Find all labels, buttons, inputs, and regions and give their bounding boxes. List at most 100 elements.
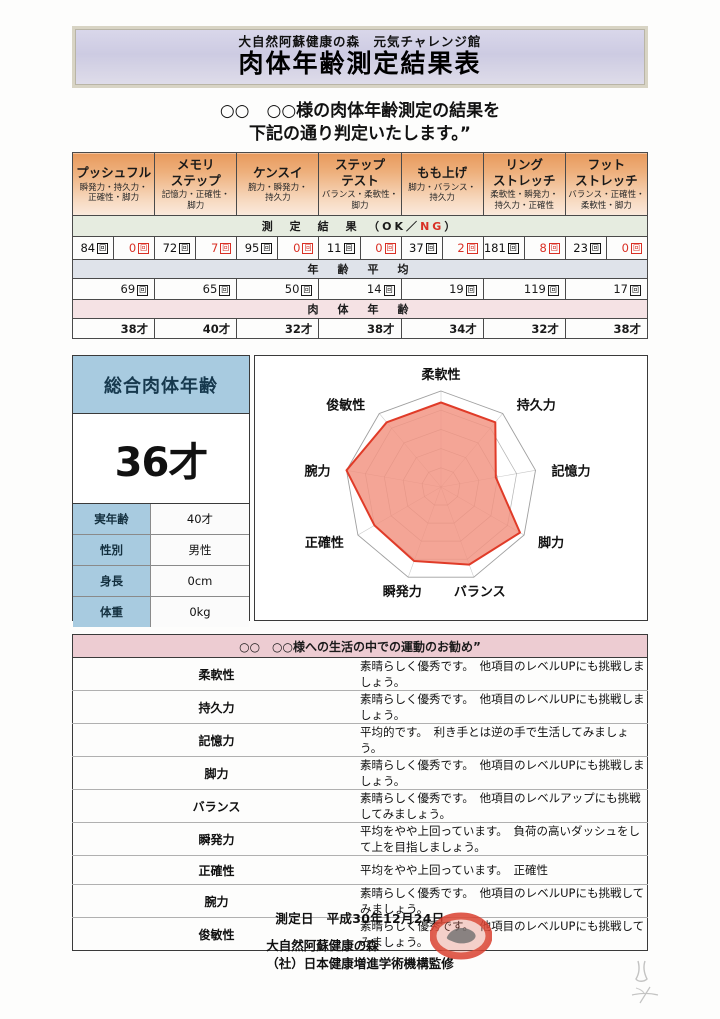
unit-kai-icon: 回 (465, 285, 477, 296)
unit-kai-icon: 回 (384, 242, 396, 254)
body-age-value-3: 32才 (236, 318, 320, 339)
unit-kai-icon: 回 (548, 242, 560, 254)
age-average-value-4: 14 回 (318, 278, 402, 300)
advice-row: 持久力 素晴らしく優秀です。 他項目のレベルUPにも挑戦しましょう。 (72, 691, 648, 724)
advice-row: 記憶力 平均的です。 利き手とは逆の手で生活してみましょう。 (72, 724, 648, 757)
profile-value-1: 40才 (150, 504, 249, 535)
section-label-body-age: 肉 体 年 齢 (72, 299, 648, 319)
unit-kai-icon: 回 (466, 242, 478, 254)
profile-value-3: 0cm (150, 565, 249, 597)
unit-kai-icon: 回 (301, 285, 313, 296)
profile-key-1: 実年齢 (73, 504, 151, 535)
unit-kai-icon: 回 (547, 285, 559, 296)
profile-row: 体重 0kg (73, 596, 249, 627)
advice-key-8: 腕力 (204, 894, 229, 909)
radar-label-4: 脚力 (538, 535, 564, 551)
overall-age-panel: 総合肉体年齢 36才 実年齢 40才 性別 男性 身長 0cm 体重 0kg (72, 355, 250, 627)
result-cell-5: 37 回 2 回 (400, 236, 484, 260)
category-header-1: プッシュフル 瞬発力・持久力・ 正確性・脚力 (71, 152, 156, 216)
category-name: ステップ テスト (334, 157, 385, 188)
footer: 測定日 平成30年12月24日 大自然阿蘇健康の森 （社）日本健康増進学術機構監… (0, 908, 720, 973)
advice-key-3: 記憶力 (198, 733, 235, 748)
advice-text-4: 素晴らしく優秀です。 他項目のレベルUPにも挑戦しましょう。 (360, 758, 645, 788)
radar-label-1: 柔軟性 (420, 367, 460, 383)
age-average-value-3: 50 回 (236, 278, 320, 300)
advice-key-2: 持久力 (198, 700, 235, 715)
body-age-value-4: 38才 (318, 318, 402, 339)
result-ok-value: 11 回 (319, 237, 361, 259)
radar-chart-panel: 柔軟性 持久力 記憶力 脚力 バランス 瞬発力 正確性 腕力 俊敏性 (254, 355, 648, 621)
radar-label-8: 腕力 (304, 463, 330, 479)
category-name: フット ストレッチ (575, 157, 638, 188)
category-subskills: バランス・正確性・ 柔軟性・脚力 (568, 190, 645, 211)
category-name: ケンスイ (253, 165, 303, 180)
unit-kai-icon: 回 (425, 242, 437, 254)
handwriting-mark-icon (631, 960, 659, 1004)
result-ok-value: 37 回 (402, 237, 443, 259)
banner-title: 肉体年齢測定結果表 (238, 49, 482, 78)
body-age-value-6: 32才 (482, 318, 566, 339)
lead-text: ○○ ○○様の肉体年齢測定の結果を 下記の通り判定いたします。” (0, 100, 720, 146)
age-average-value-5: 19 回 (400, 278, 484, 300)
unit-kai-icon: 回 (97, 242, 109, 254)
advice-text-6: 平均をやや上回っています。 負荷の高いダッシュをして上を目指しましょう。 (360, 824, 641, 854)
lead-line-1: ○○ ○○様の肉体年齢測定の結果を (219, 101, 501, 121)
advice-text-8: 素晴らしく優秀です。 他項目のレベルUPにも挑戦してみましょう。 (360, 886, 645, 916)
result-values-row: 84 回 0 回 72 回 7 回 95 回 0 回 11 回 0 回 37 回 2 回 181 回 8 回 23 回 0 回 (71, 236, 649, 260)
advice-key-9: 俊敏性 (198, 927, 235, 942)
section-label-result: 測 定 結 果 （OK／NG） (72, 215, 648, 237)
profile-value-4: 0kg (150, 596, 249, 627)
radar-label-3: 記憶力 (552, 463, 591, 479)
advice-header: ○○ ○○様への生活の中での運動のお勧め” (72, 634, 648, 658)
age-average-row: 69 回 65 回 50 回 14 回 19 回 119 回 17 回 (71, 278, 649, 300)
unit-kai-icon: 回 (138, 242, 150, 254)
advice-row: 柔軟性 素晴らしく優秀です。 他項目のレベルUPにも挑戦しましょう。 (72, 658, 648, 691)
radar-label-2: 持久力 (517, 398, 556, 414)
profile-key-4: 体重 (73, 596, 151, 627)
profile-row: 実年齢 40才 (73, 504, 249, 535)
category-name: もも上げ (417, 165, 468, 180)
advice-text-7: 平均をやや上回っています。 正確性 (360, 863, 549, 877)
unit-kai-icon: 回 (220, 242, 232, 254)
body-age-row: 38才 40才 32才 38才 34才 32才 38才 (71, 318, 649, 339)
radar-label-5: バランス (454, 585, 506, 600)
result-ok-value: 181 回 (484, 237, 525, 259)
advice-text-3: 平均的です。 利き手とは逆の手で生活してみましょう。 (360, 725, 629, 755)
advice-row: 脚力 素晴らしく優秀です。 他項目のレベルUPにも挑戦しましょう。 (72, 757, 648, 790)
advice-row: 正確性 平均をやや上回っています。 正確性 (72, 856, 648, 885)
unit-kai-icon: 回 (630, 285, 641, 296)
section-label-age-average: 年 齢 平 均 (72, 259, 648, 279)
category-subskills: バランス・柔軟性・ 脚力 (321, 190, 399, 211)
organization-line-1: 大自然阿蘇健康の森 (266, 938, 379, 953)
advice-table: ○○ ○○様への生活の中での運動のお勧め” 柔軟性 素晴らしく優秀です。 他項目のレ… (72, 634, 648, 951)
advice-row: 腕力 素晴らしく優秀です。 他項目のレベルUPにも挑戦してみましょう。 (72, 885, 648, 918)
unit-kai-icon: 回 (507, 242, 519, 254)
category-subskills: 柔軟性・瞬発力・ 持久力・正確性 (490, 190, 559, 211)
advice-key-1: 柔軟性 (198, 667, 235, 682)
advice-row: 瞬発力 平均をやや上回っています。 負荷の高いダッシュをして上を目指しましょう。 (72, 823, 648, 856)
result-cell-4: 11 回 0 回 (318, 236, 402, 260)
organization-line-2: （社）日本健康増進学術機構監修 (266, 956, 454, 972)
category-subskills: 腕力・瞬発力・ 持久力 (248, 182, 308, 203)
result-ok-value: 23 回 (566, 237, 607, 259)
advice-text-2: 素晴らしく優秀です。 他項目のレベルUPにも挑戦しましょう。 (360, 692, 645, 722)
result-cell-6: 181 回 8 回 (482, 236, 566, 260)
category-subskills: 記憶力・正確性・ 脚力 (161, 190, 230, 211)
results-table: プッシュフル 瞬発力・持久力・ 正確性・脚力 メモリ ステップ 記憶力・正確性・ 脚力 ケンス… (71, 152, 649, 339)
result-cell-2: 72 回 7 回 (154, 236, 238, 260)
ng-label: NG (420, 220, 445, 233)
result-ok-value: 95 回 (237, 237, 279, 259)
advice-row: バランス 素晴らしく優秀です。 他項目のレベルアップにも挑戦してみましょう。 (72, 790, 648, 823)
advice-text-1: 素晴らしく優秀です。 他項目のレベルUPにも挑戦しましょう。 (360, 659, 645, 689)
category-subskills: 脚力・バランス・ 持久力 (408, 182, 477, 203)
category-name: プッシュフル (76, 165, 152, 180)
age-average-value-2: 65 回 (154, 278, 238, 300)
unit-kai-icon: 回 (383, 285, 395, 296)
